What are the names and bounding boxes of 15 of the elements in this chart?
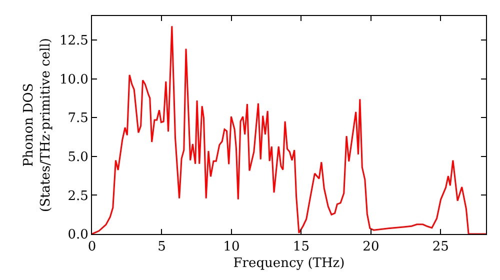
x-tick-label: 5 — [158, 240, 166, 255]
x-tick-label: 10 — [223, 240, 240, 255]
x-tick-label: 20 — [362, 240, 380, 255]
line-series — [92, 25, 486, 234]
y-tick-label: 12.5 — [59, 34, 88, 49]
y-tick-label: 10.0 — [59, 72, 88, 88]
y-tick-label: 7.5 — [68, 111, 88, 126]
y-tick-label: 0.0 — [68, 228, 88, 243]
y-axis-title: Phonon DOS (States/THz·primitive cell) — [21, 38, 54, 212]
y-tick-label: 2.5 — [68, 188, 88, 204]
x-axis-title: Frequency (THz) — [233, 256, 345, 272]
x-tick-label: 25 — [432, 240, 449, 255]
x-tick-label: 0 — [88, 240, 96, 255]
y-tick-label: 5.0 — [68, 150, 88, 165]
x-tick-label: 15 — [292, 240, 310, 255]
